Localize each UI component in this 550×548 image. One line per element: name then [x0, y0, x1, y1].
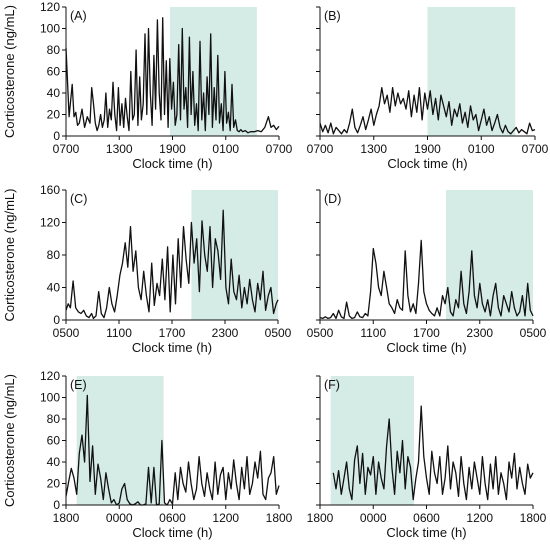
x-axis-label-c: Clock time (h) — [132, 340, 212, 355]
y-tick-label-e: 40 — [47, 455, 61, 469]
x-tick-label-e: 1200 — [212, 511, 239, 525]
x-tick-label-c: 1700 — [159, 326, 186, 340]
y-tick-label-e: 80 — [47, 412, 61, 426]
y-tick-label-a: 80 — [47, 43, 61, 57]
y-tick-label-a: 0 — [53, 129, 60, 143]
x-tick-label-e: 0600 — [159, 511, 186, 525]
x-axis-label-f: Clock time (h) — [386, 525, 466, 540]
corticosterone-trace-c — [65, 209, 279, 320]
x-tick-label-f: 1200 — [466, 511, 493, 525]
panel-c: 0 40 80 120 160 0500 1100 1700 2300 0500 Clock tim… — [2, 183, 292, 355]
panel-a: 0 20 40 60 80 100 120 0700 1300 1900 0100 0700 Clock… — [2, 0, 293, 171]
night-shading-c — [191, 190, 278, 320]
x-tick-label-d: 2300 — [466, 326, 493, 340]
x-tick-label-b: 0700 — [522, 142, 549, 156]
x-tick-label-e: 0000 — [106, 511, 133, 525]
x-tick-label-b: 1300 — [360, 142, 387, 156]
night-shading-d — [446, 190, 533, 320]
x-axis-label-e: Clock time (h) — [132, 525, 212, 540]
y-tick-label-c: 160 — [40, 183, 60, 197]
y-tick-label-a: 120 — [40, 0, 60, 14]
x-tick-label-f: 0000 — [360, 511, 387, 525]
corticosterone-trace-b — [319, 86, 536, 135]
x-tick-label-d: 1700 — [413, 326, 440, 340]
y-tick-label-a: 20 — [47, 108, 61, 122]
x-tick-label-d: 0500 — [307, 326, 334, 340]
x-tick-label-c: 1100 — [106, 326, 132, 340]
panel-label-e: (E) — [70, 378, 87, 392]
corticosterone-trace-e — [65, 394, 280, 506]
x-tick-label-a: 0100 — [212, 142, 239, 156]
night-shading-e — [76, 376, 164, 505]
corticosterone-trace-a — [65, 17, 280, 134]
panel-label-f: (F) — [324, 378, 340, 392]
y-axis-label-c: Corticosterone (ng/mL) — [2, 189, 17, 322]
x-axis-label-b: Clock time (h) — [387, 156, 467, 171]
x-tick-label-f: 0600 — [413, 511, 440, 525]
panel-e: 0 20 40 60 80 100 120 1800 0000 0600 1200 1800 Clock… — [2, 369, 293, 540]
panel-label-d: (D) — [324, 192, 341, 206]
x-tick-label-c: 0500 — [265, 326, 292, 340]
x-tick-label-e: 1800 — [53, 511, 80, 525]
x-tick-label-e: 1800 — [266, 511, 293, 525]
x-tick-label-a: 1300 — [106, 142, 133, 156]
y-axis-label-a: Corticosterone (ng/mL) — [2, 5, 17, 138]
x-tick-label-f: 1800 — [307, 511, 334, 525]
x-tick-label-b: 0700 — [307, 142, 334, 156]
x-tick-label-c: 2300 — [212, 326, 239, 340]
y-tick-label-a: 100 — [40, 22, 60, 36]
y-tick-label-e: 20 — [47, 477, 61, 491]
x-axis-label-a: Clock time (h) — [132, 156, 212, 171]
x-tick-label-a: 0700 — [266, 142, 293, 156]
y-tick-label-c: 0 — [53, 313, 60, 327]
x-tick-label-b: 0100 — [468, 142, 495, 156]
x-tick-label-a: 0700 — [53, 142, 80, 156]
panel-d: 0500 1100 1700 2300 0500 Clock time (h) (D) — [307, 189, 547, 355]
x-tick-label-c: 0500 — [53, 326, 80, 340]
y-tick-label-e: 120 — [40, 369, 60, 383]
night-shading-b — [427, 7, 516, 136]
y-tick-label-c: 120 — [40, 216, 60, 230]
panel-b: 0700 1300 1900 0100 0700 Clock time (h) (B) — [307, 6, 549, 171]
corticosterone-trace-f — [332, 405, 534, 501]
y-axis-label-e: Corticosterone (ng/mL) — [2, 374, 17, 507]
panel-label-a: (A) — [70, 9, 87, 23]
y-tick-label-c: 40 — [47, 281, 61, 295]
night-shading-f — [330, 376, 415, 505]
y-tick-label-c: 80 — [47, 248, 61, 262]
y-tick-label-e: 100 — [40, 391, 60, 405]
y-tick-label-e: 0 — [53, 498, 60, 512]
y-tick-label-a: 40 — [47, 86, 61, 100]
y-tick-label-e: 60 — [47, 434, 61, 448]
y-tick-label-a: 60 — [47, 65, 61, 79]
x-tick-label-b: 1900 — [414, 142, 441, 156]
x-tick-label-f: 1800 — [520, 511, 547, 525]
corticosterone-trace-d — [319, 239, 534, 320]
panel-label-b: (B) — [324, 9, 341, 23]
panel-label-c: (C) — [70, 192, 87, 206]
x-tick-label-d: 1100 — [360, 326, 386, 340]
x-tick-label-a: 1900 — [159, 142, 186, 156]
x-tick-label-d: 0500 — [520, 326, 547, 340]
panel-f: 1800 0000 0600 1200 1800 Clock time (h) (F) — [307, 375, 547, 540]
x-axis-label-d: Clock time (h) — [386, 340, 466, 355]
